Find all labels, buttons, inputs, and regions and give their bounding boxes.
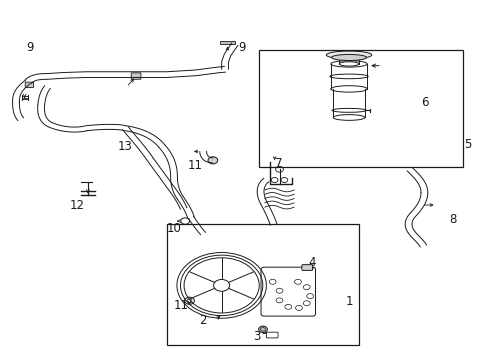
FancyBboxPatch shape [131, 73, 141, 79]
Text: 9: 9 [238, 41, 245, 54]
FancyBboxPatch shape [25, 82, 33, 87]
Circle shape [207, 157, 217, 164]
Ellipse shape [331, 54, 366, 60]
Text: 2: 2 [199, 314, 206, 327]
FancyBboxPatch shape [301, 265, 312, 270]
Text: 6: 6 [420, 96, 427, 109]
Text: 13: 13 [118, 140, 133, 153]
Text: 5: 5 [464, 138, 471, 151]
Text: 11: 11 [173, 299, 188, 312]
Text: 10: 10 [166, 222, 181, 235]
Text: 12: 12 [69, 198, 84, 212]
Circle shape [258, 326, 267, 333]
Bar [166, 224, 358, 345]
Text: 4: 4 [308, 256, 316, 269]
Text: 9: 9 [26, 41, 33, 54]
Bar [259, 50, 462, 167]
Text: 8: 8 [448, 213, 455, 226]
Text: 1: 1 [345, 295, 352, 308]
Ellipse shape [325, 51, 371, 59]
Text: 7: 7 [274, 157, 282, 170]
Text: 3: 3 [252, 330, 260, 343]
Bar [220, 41, 234, 44]
Text: 11: 11 [187, 159, 202, 172]
